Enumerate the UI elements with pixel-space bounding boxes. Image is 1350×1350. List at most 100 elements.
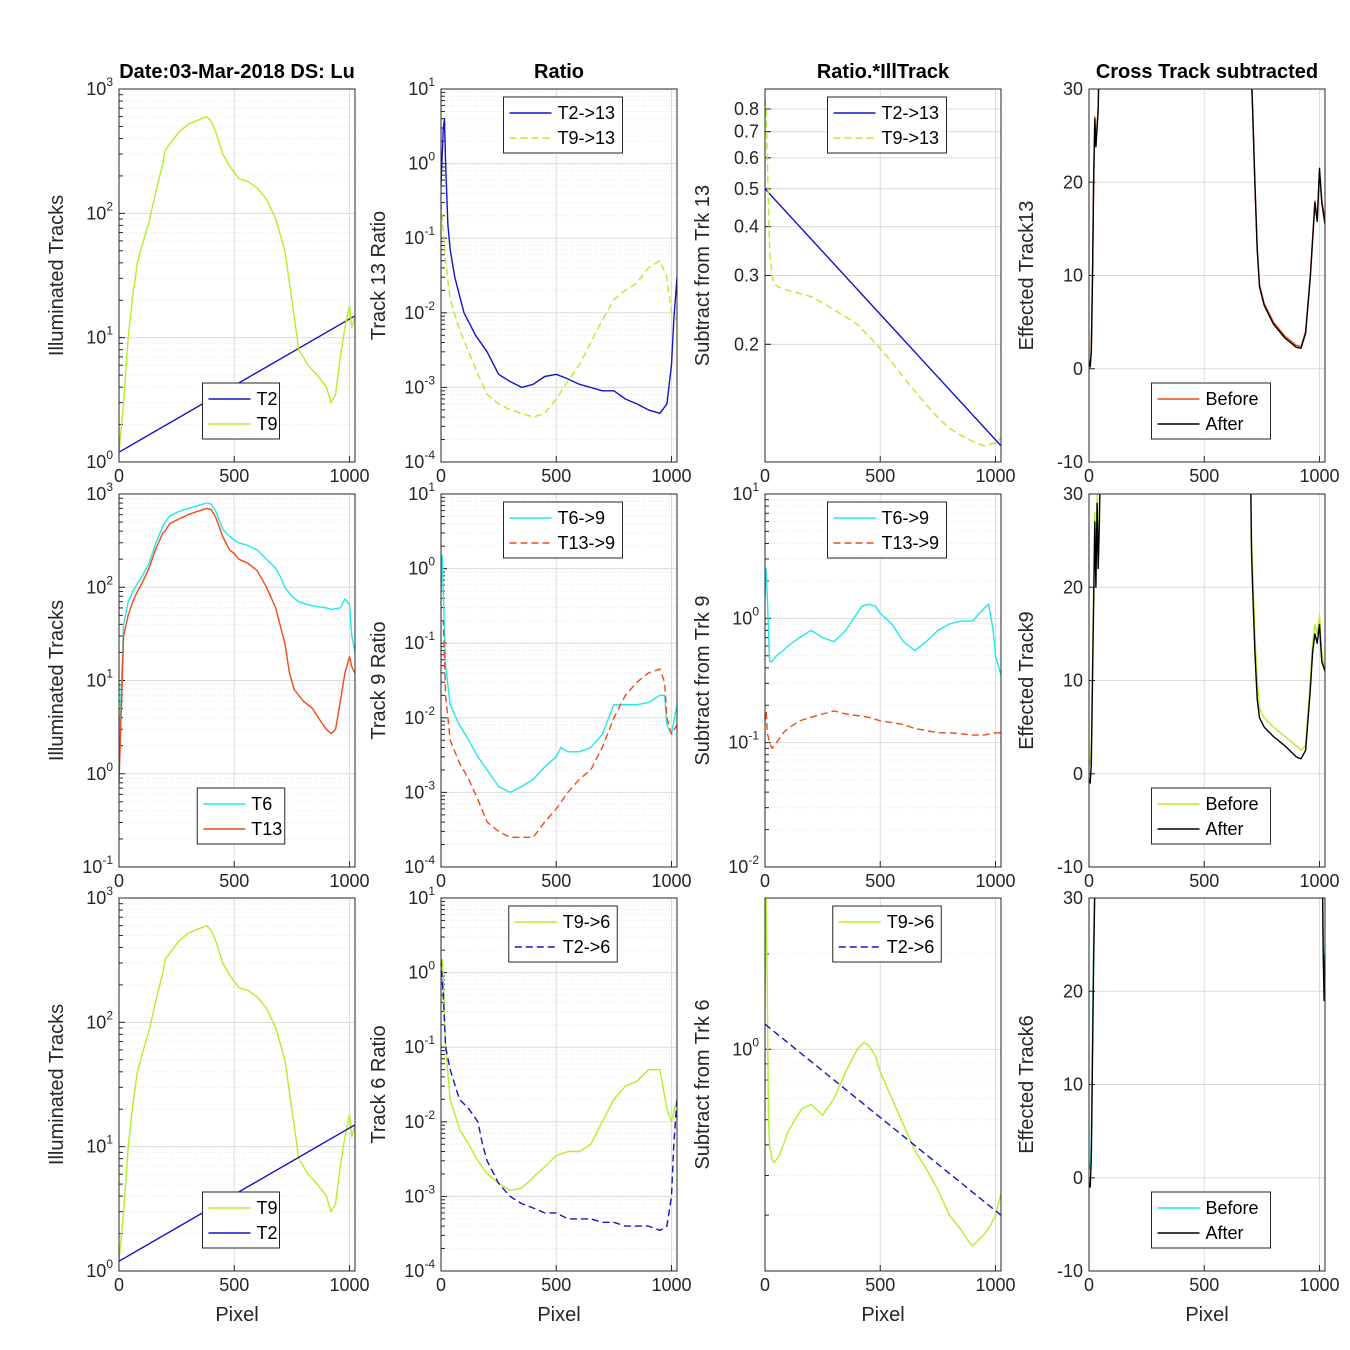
x-tick-label: 0 [114, 871, 124, 891]
y-tick-label: 20 [1063, 981, 1083, 1001]
y-tick-label: 0.2 [734, 334, 759, 354]
subplot-p12: 10-4 10-3 10-2 10-1 100 101 0 500 1000 Ratio Track… [368, 61, 691, 486]
series-line-t13-9 [765, 710, 1001, 750]
legend-label: T6 [251, 794, 272, 814]
legend-box [832, 905, 942, 963]
legend-box [202, 1191, 280, 1249]
x-tick-label: 1000 [975, 466, 1015, 486]
y-tick-label: 30 [1063, 79, 1083, 99]
y-tick-label: 10-4 [404, 1257, 435, 1281]
series-line-after [1250, 494, 1325, 760]
legend-label: T2 [257, 1223, 278, 1243]
x-tick-label: 0 [1084, 1275, 1094, 1295]
x-tick-label: 1000 [975, 871, 1015, 891]
subplot-title: Ratio [534, 61, 584, 83]
series-line-t13-9 [441, 620, 677, 838]
subplot-p22: 10-4 10-3 10-2 10-1 100 101 0 500 1000 Track 9 Ra… [368, 480, 691, 891]
series-group [1089, 494, 1325, 784]
series-line-t2-13 [441, 117, 677, 414]
y-tick-label: 10-2 [404, 1108, 435, 1132]
y-axis-label: Track 13 Ratio [368, 211, 390, 340]
y-axis-label: Subtract from Trk 13 [692, 185, 714, 366]
y-tick-label: 102 [86, 199, 113, 223]
legend-label: T2 [257, 389, 278, 409]
x-axis-label: Pixel [861, 1304, 904, 1326]
series-group [441, 117, 677, 418]
series-group [765, 98, 1001, 447]
series-line-t9-13 [765, 98, 1001, 447]
x-tick-label: 500 [1189, 871, 1219, 891]
series-line-after [1089, 494, 1101, 784]
legend-label: T2->13 [882, 103, 940, 123]
series-group [441, 958, 677, 1232]
y-tick-label: 10-1 [404, 224, 435, 248]
series-group [765, 898, 1001, 1247]
x-tick-label: 500 [865, 871, 895, 891]
y-tick-label: 0.8 [734, 99, 759, 119]
subplot-title: Cross Track subtracted [1096, 61, 1318, 83]
y-tick-label: 103 [86, 884, 113, 908]
x-tick-label: 1000 [1299, 466, 1339, 486]
x-tick-label: 1000 [651, 1275, 691, 1295]
legend-box [508, 905, 618, 963]
series-line-t2-6 [441, 959, 677, 1232]
legend-label: After [1206, 1223, 1244, 1243]
subplot-p23: 10-2 10-1 100 101 0 500 1000 Subtract from Trk … [692, 480, 1015, 891]
series-group [119, 502, 355, 783]
legend: Before After [1151, 382, 1271, 440]
y-tick-label: 10 [1063, 671, 1083, 691]
y-tick-label: 100 [86, 1257, 113, 1281]
legend-label: T9->6 [563, 912, 611, 932]
axes-frame [764, 897, 1002, 1272]
x-tick-label: 500 [219, 871, 249, 891]
legend-box [1151, 382, 1271, 440]
x-tick-label: 1000 [1299, 871, 1339, 891]
x-tick-label: 0 [1084, 466, 1094, 486]
y-axis-label: Effected Track9 [1016, 611, 1038, 750]
legend-label: After [1206, 819, 1244, 839]
y-tick-label: 0 [1073, 1168, 1083, 1188]
x-tick-label: 1000 [329, 466, 369, 486]
x-tick-label: 500 [1189, 466, 1219, 486]
series-line-t6-9 [765, 568, 1001, 676]
y-tick-label: 100 [86, 760, 113, 784]
x-tick-label: 1000 [1299, 1275, 1339, 1295]
y-tick-label: 101 [86, 1133, 113, 1157]
legend-label: Before [1206, 1198, 1259, 1218]
legend: T9->6 T2->6 [508, 905, 618, 963]
y-tick-label: -10 [1057, 857, 1083, 877]
legend-label: Before [1206, 389, 1259, 409]
y-tick-label: 101 [86, 667, 113, 691]
y-tick-label: 10 [1063, 1075, 1083, 1095]
series-line-after [1251, 89, 1325, 349]
subplot-p13: 0.2 0.3 0.4 0.5 0.6 0.7 0.8 0 500 1000 Ratio.*IllT… [692, 61, 1015, 486]
legend: T6->9 T13->9 [503, 501, 623, 559]
legend-label: T13->9 [558, 533, 616, 553]
legend: T2->13 T9->13 [827, 96, 947, 154]
series-line-after [1089, 898, 1096, 1188]
legend-label: T13 [251, 819, 282, 839]
y-tick-label: 100 [408, 959, 435, 983]
x-tick-label: 0 [436, 1275, 446, 1295]
y-tick-label: 20 [1063, 577, 1083, 597]
x-tick-label: 500 [219, 466, 249, 486]
y-tick-label: -10 [1057, 1261, 1083, 1281]
x-tick-label: 1000 [329, 871, 369, 891]
y-tick-label: 10-2 [404, 704, 435, 728]
legend-box [827, 96, 947, 154]
y-tick-label: 10-1 [404, 629, 435, 653]
legend-label: T2->13 [558, 103, 616, 123]
legend-label: T9->6 [887, 912, 935, 932]
x-tick-label: 0 [760, 871, 770, 891]
y-tick-label: 20 [1063, 172, 1083, 192]
legend: T6->9 T13->9 [827, 501, 947, 559]
legend-label: T2->6 [563, 937, 611, 957]
x-tick-label: 1000 [329, 1275, 369, 1295]
x-tick-label: 0 [436, 871, 446, 891]
legend-box [202, 382, 280, 440]
x-tick-label: 0 [1084, 871, 1094, 891]
